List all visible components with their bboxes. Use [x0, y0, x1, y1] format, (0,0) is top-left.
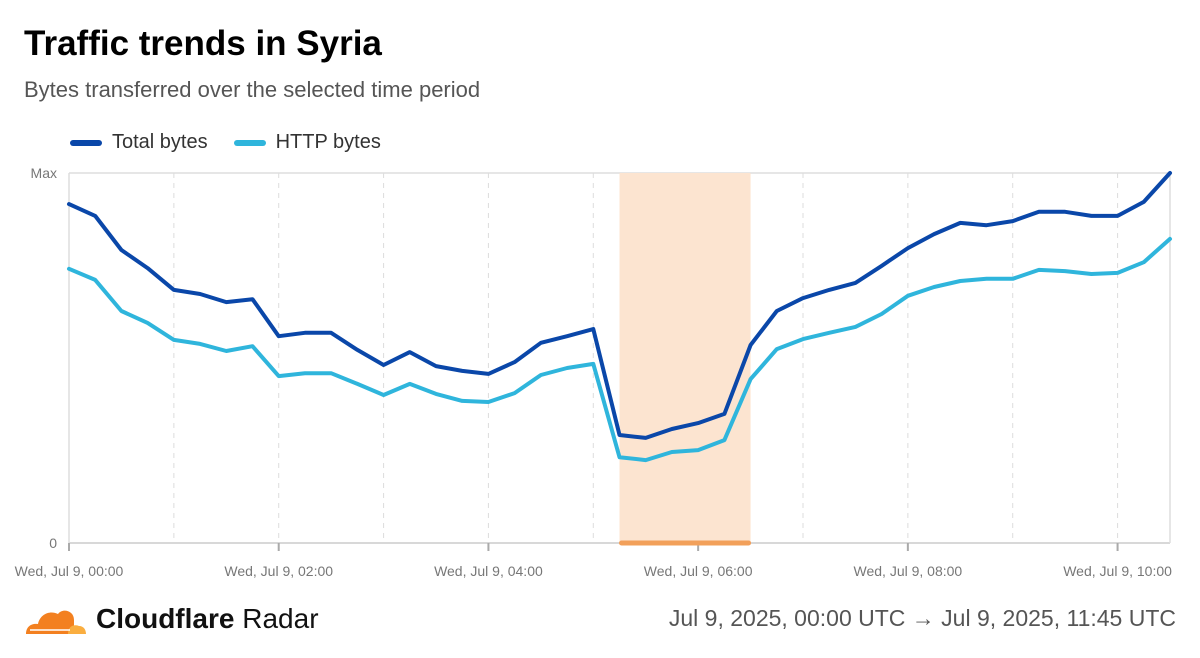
x-tick-label: Wed, Jul 9, 06:00	[644, 563, 753, 579]
x-tick-label: Wed, Jul 9, 10:00	[1063, 563, 1172, 579]
brand-cloudflare: Cloudflare	[96, 603, 235, 634]
legend-item-http-bytes[interactable]: HTTP bytes	[233, 131, 381, 154]
page-title: Traffic trends in Syria	[24, 24, 382, 63]
traffic-line-chart: Wed, Jul 9, 00:00 Wed, Jul 9, 02:00 Wed, J…	[15, 165, 1172, 579]
page-subtitle: Bytes transferred over the selected time…	[24, 77, 481, 102]
legend-swatch-total	[70, 139, 102, 146]
highlight-band	[619, 173, 751, 543]
y-tick-label: Max	[31, 165, 57, 181]
cloudflare-cloud-icon	[26, 610, 86, 634]
total-bytes-line	[67, 171, 1172, 440]
x-tick-label: Wed, Jul 9, 00:00	[15, 563, 124, 579]
x-tick-label: Wed, Jul 9, 02:00	[224, 563, 333, 579]
legend-item-total-bytes[interactable]: Total bytes	[70, 131, 208, 154]
cloudflare-radar-logo: Cloudflare Radar	[24, 603, 319, 635]
x-tick-label: Wed, Jul 9, 08:00	[854, 563, 963, 579]
legend-label-total: Total bytes	[112, 131, 208, 153]
legend-swatch-http	[233, 139, 266, 146]
x-tick-label: Wed, Jul 9, 04:00	[434, 563, 543, 579]
chart-legend: Total bytes HTTP bytes	[70, 131, 381, 154]
time-range: Jul 9, 2025, 00:00 UTC → Jul 9, 2025, 11…	[668, 605, 1176, 631]
y-tick-label: 0	[49, 535, 57, 551]
http-bytes-line	[67, 236, 1172, 463]
legend-label-http: HTTP bytes	[275, 131, 381, 153]
brand-radar: Radar	[242, 603, 319, 634]
